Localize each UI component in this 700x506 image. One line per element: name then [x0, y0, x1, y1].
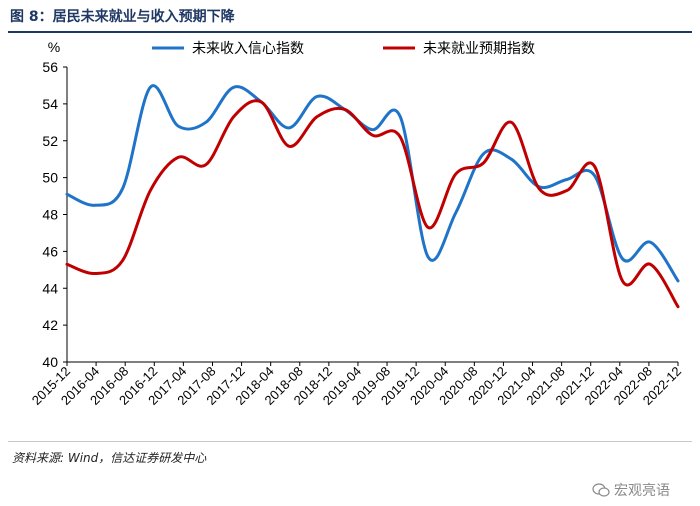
y-axis-unit-label: % [48, 39, 60, 55]
title-rule [8, 31, 692, 33]
y-tick-label-42: 42 [42, 317, 58, 333]
source-separator [8, 441, 692, 442]
y-tick-label-44: 44 [42, 280, 58, 296]
wechat-icon [592, 483, 610, 497]
figure-title: 图 8：居民未来就业与收入预期下降 [10, 9, 235, 25]
legend-label-employment-expectation: 未来就业预期指数 [423, 41, 535, 57]
y-tick-label-48: 48 [42, 207, 58, 223]
y-tick-label-50: 50 [42, 170, 58, 186]
series-line-employment-expectation [65, 99, 680, 309]
y-tick-label-54: 54 [42, 96, 58, 112]
watermark: 宏观亮语 [592, 480, 670, 500]
y-tick-label-46: 46 [42, 243, 58, 259]
watermark-text: 宏观亮语 [614, 483, 670, 499]
y-tick-label-40: 40 [42, 354, 58, 370]
line-chart: 404244464850525456%2015-122016-042016-08… [29, 39, 684, 408]
series-line-income-confidence [65, 84, 680, 283]
y-tick-label-56: 56 [42, 59, 58, 75]
y-tick-label-52: 52 [42, 133, 58, 149]
source-note: 资料来源: Wind，信达证券研发中心 [12, 451, 207, 465]
legend-label-income-confidence: 未来收入信心指数 [192, 41, 304, 57]
